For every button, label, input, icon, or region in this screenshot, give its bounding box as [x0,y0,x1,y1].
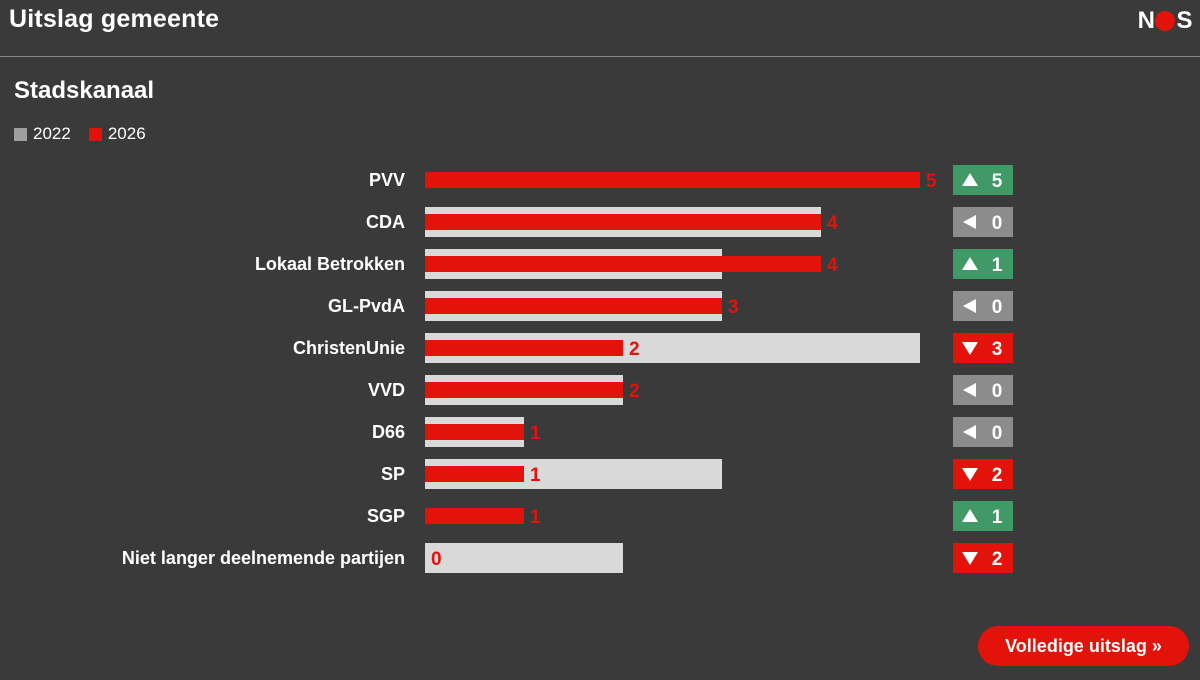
value-label-2026: 1 [530,507,541,528]
change-box [953,459,1013,489]
change-value: 3 [992,339,1003,360]
change-box [953,249,1013,279]
change-value: 2 [992,549,1003,570]
party-label: Niet langer deelnemende partijen [122,548,405,568]
change-value: 0 [992,423,1003,444]
change-value: 0 [992,381,1003,402]
party-label: VVD [368,380,405,400]
party-label: D66 [372,422,405,442]
change-box [953,165,1013,195]
change-box [953,207,1013,237]
bar-2026 [425,256,821,272]
party-label: Lokaal Betrokken [255,254,405,274]
legend-swatch-2022 [14,127,27,141]
party-label: GL-PvdA [328,296,405,316]
change-value: 0 [992,297,1003,318]
arrow-down-icon [962,342,978,355]
party-label: ChristenUnie [293,338,405,358]
arrow-down-icon [962,552,978,565]
legend-item-2022: 2022 [14,124,71,144]
legend-label-2026: 2026 [107,124,146,143]
change-value: 1 [992,255,1003,276]
arrow-left-icon [963,215,976,229]
arrow-up-icon [962,509,978,522]
arrow-left-icon [963,425,976,439]
value-label-2026: 0 [431,549,442,570]
chart-legend: 2022 2026 [14,124,164,144]
bar-2022 [425,543,623,573]
logo-letter-n: N [1137,7,1155,34]
arrow-down-icon [962,468,978,481]
bar-2026 [425,466,524,482]
bar-2026 [425,172,920,188]
value-label-2026: 2 [629,339,640,360]
party-label: SGP [367,506,405,526]
legend-swatch-2026 [88,127,102,141]
change-box [953,333,1013,363]
arrow-left-icon [963,299,976,313]
top-bar: Uitslag gemeente N S [0,0,1200,57]
value-label-2026: 4 [827,213,838,234]
value-label-2026: 5 [926,171,937,192]
party-label: CDA [366,212,405,232]
change-value: 1 [992,507,1003,528]
arrow-up-icon [962,257,978,270]
logo-dot [1155,11,1176,31]
bar-2026 [425,298,722,314]
full-results-button[interactable]: Volledige uitslag » [978,626,1189,666]
bar-2026 [425,508,524,524]
value-label-2026: 1 [530,423,541,444]
municipality-title: Stadskanaal [14,77,155,104]
change-box [953,417,1013,447]
change-box [953,501,1013,531]
bar-2026 [425,382,623,398]
party-label: PVV [369,170,405,190]
bar-2026 [425,424,524,440]
bar-2026 [425,340,623,356]
change-value: 0 [992,213,1003,234]
value-label-2026: 4 [827,255,838,276]
value-label-2026: 2 [629,381,640,402]
change-value: 5 [992,171,1003,192]
value-label-2026: 1 [530,465,541,486]
logo-letter-s: S [1176,7,1192,34]
change-box [953,375,1013,405]
arrow-up-icon [962,173,978,186]
value-label-2026: 3 [728,297,739,318]
change-box [953,291,1013,321]
change-value: 2 [992,465,1003,486]
change-box [953,543,1013,573]
header-title: Uitslag gemeente [9,5,220,33]
legend-item-2026: 2026 [88,124,146,144]
bar-2026 [425,214,821,230]
nos-logo: N S [1137,7,1193,35]
party-label: SP [381,464,405,484]
legend-label-2022: 2022 [33,124,71,143]
arrow-left-icon [963,383,976,397]
